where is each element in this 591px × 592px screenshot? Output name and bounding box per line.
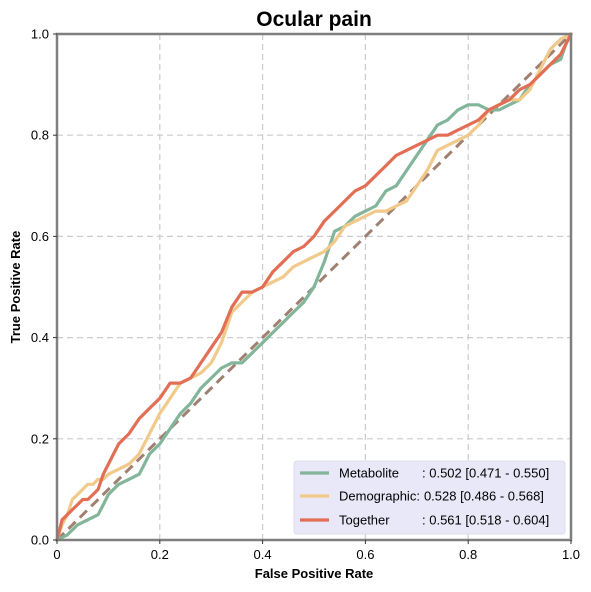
- y-tick-label: 0.0: [31, 533, 49, 548]
- legend: Metabolite : 0.502 [0.471 - 0.550]Demogra…: [294, 461, 565, 534]
- y-tick-label: 0.6: [31, 229, 49, 244]
- legend-auc-text: : 0.561 [0.518 - 0.604]: [422, 513, 549, 528]
- chart-title: Ocular pain: [256, 8, 372, 31]
- y-tick-label: 0.2: [31, 431, 49, 446]
- legend-auc-text: 0.528 [0.486 - 0.568]: [424, 489, 544, 504]
- legend-label: Demographic:: [339, 489, 420, 504]
- y-tick-label: 1.0: [31, 27, 49, 42]
- legend-label: Together: [339, 513, 390, 528]
- legend-label: Metabolite: [339, 466, 399, 481]
- y-tick-label: 0.4: [31, 330, 49, 345]
- y-tick-label: 0.8: [31, 128, 49, 143]
- legend-auc-text: : 0.502 [0.471 - 0.550]: [422, 466, 549, 481]
- x-tick-label: 0.6: [356, 547, 374, 562]
- x-tick-label: 0.2: [151, 547, 169, 562]
- x-tick-label: 0.8: [459, 547, 477, 562]
- x-tick-label: 1.0: [562, 547, 580, 562]
- x-tick-label: 0: [53, 547, 60, 562]
- y-axis-label: True Positive Rate: [8, 231, 23, 344]
- x-axis-label: False Positive Rate: [255, 566, 374, 581]
- x-tick-label: 0.4: [254, 547, 272, 562]
